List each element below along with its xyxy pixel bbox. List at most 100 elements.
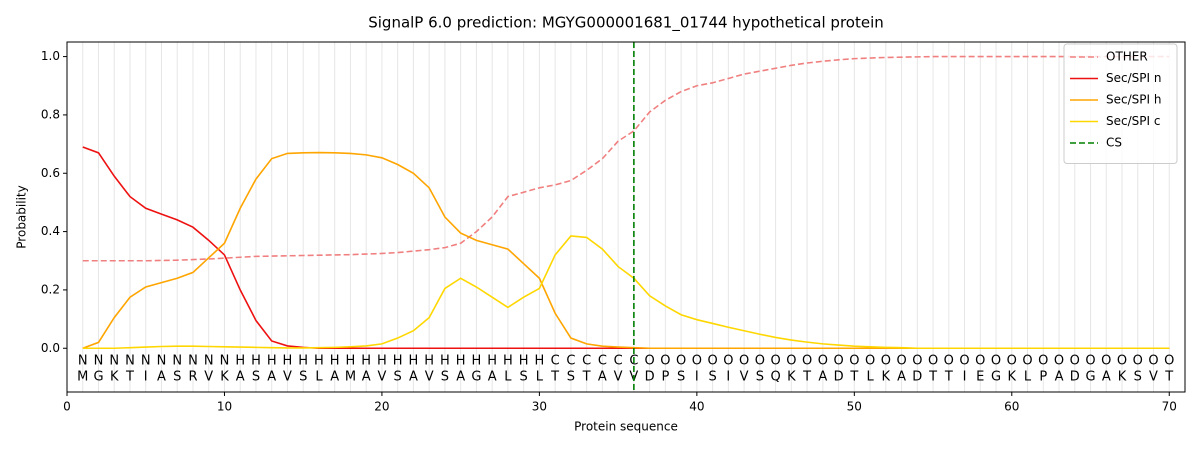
region-label: H [409, 354, 419, 369]
region-label: O [1133, 354, 1143, 369]
region-label: N [172, 354, 182, 369]
residue-label: A [157, 370, 166, 385]
residue-label: D [834, 370, 844, 385]
region-label: O [896, 354, 906, 369]
residue-label: V [614, 370, 623, 385]
region-label: H [424, 354, 434, 369]
region-label: N [125, 354, 135, 369]
y-tick-label: 0.4 [41, 224, 60, 238]
residue-label: L [866, 370, 874, 385]
residue-label: A [267, 370, 276, 385]
residue-label: T [1164, 370, 1173, 385]
region-label: O [1117, 354, 1127, 369]
region-label: H [346, 354, 356, 369]
region-label: O [912, 354, 922, 369]
region-label: O [944, 354, 954, 369]
region-label: O [707, 354, 717, 369]
residue-label: S [394, 370, 402, 385]
region-label: N [78, 354, 88, 369]
residue-label: I [144, 370, 148, 385]
x-axis-label: Protein sequence [574, 420, 678, 434]
region-label: N [109, 354, 119, 369]
axes-frame [66, 41, 1186, 393]
region-label: O [676, 354, 686, 369]
residue-label: G [991, 370, 1001, 385]
region-label: H [298, 354, 308, 369]
legend-label: Sec/SPI c [1106, 114, 1160, 128]
region-label: H [267, 354, 277, 369]
residue-label: E [976, 370, 984, 385]
residue-label: T [802, 370, 811, 385]
residue-label: A [488, 370, 497, 385]
residue-label: I [695, 370, 699, 385]
region-label: N [94, 354, 104, 369]
residue-label: A [409, 370, 418, 385]
residue-label: S [441, 370, 449, 385]
region-label: C [582, 354, 591, 369]
region-label: C [614, 354, 623, 369]
residue-label: A [598, 370, 607, 385]
series-line [82, 146, 1170, 350]
residue-label: S [520, 370, 528, 385]
region-label: O [723, 354, 733, 369]
residue-label: V [740, 370, 749, 385]
region-label: H [330, 354, 340, 369]
legend-label: Sec/SPI h [1106, 93, 1161, 107]
residue-label: V [204, 370, 213, 385]
region-label: H [487, 354, 497, 369]
region-label: O [660, 354, 670, 369]
residue-label: P [661, 370, 669, 385]
residue-label: S [567, 370, 575, 385]
residue-label: A [897, 370, 906, 385]
region-label: H [361, 354, 371, 369]
residue-label: K [110, 370, 119, 385]
region-label: C [566, 354, 575, 369]
region-label: O [881, 354, 891, 369]
region-label: O [1038, 354, 1048, 369]
residue-label: K [1008, 370, 1017, 385]
y-tick-label: 0.2 [41, 282, 60, 296]
region-label: H [535, 354, 545, 369]
residue-label: G [93, 370, 103, 385]
region-label: O [1164, 354, 1174, 369]
region-label: C [598, 354, 607, 369]
region-label: O [692, 354, 702, 369]
region-label: O [833, 354, 843, 369]
residue-label: L [315, 370, 323, 385]
residue-label: D [645, 370, 655, 385]
residue-label: S [1134, 370, 1142, 385]
x-tick-label: 50 [847, 400, 862, 414]
region-label: O [786, 354, 796, 369]
region-label: H [456, 354, 466, 369]
x-tick-label: 10 [217, 400, 232, 414]
region-label: H [503, 354, 513, 369]
x-tick-label: 70 [1162, 400, 1177, 414]
region-label: O [975, 354, 985, 369]
region-label: O [1101, 354, 1111, 369]
y-tick-label: 0.8 [41, 107, 60, 121]
legend-label: CS [1106, 136, 1122, 150]
region-label: N [220, 354, 230, 369]
residue-label: M [345, 370, 356, 385]
residue-label: A [1102, 370, 1111, 385]
region-label: O [959, 354, 969, 369]
region-label: O [818, 354, 828, 369]
y-tick-label: 0.0 [41, 341, 60, 355]
residue-label: G [1085, 370, 1095, 385]
region-label: O [802, 354, 812, 369]
legend: OTHER Sec/SPI n Sec/SPI h Sec/SPI c CS [1063, 43, 1178, 164]
legend-box [1063, 43, 1178, 164]
residue-label: V [283, 370, 292, 385]
region-label: N [141, 354, 151, 369]
residue-label: R [188, 370, 197, 385]
residue-label: S [756, 370, 764, 385]
residue-label: K [882, 370, 891, 385]
region-label: O [739, 354, 749, 369]
region-label: O [1085, 354, 1095, 369]
region-label: H [235, 354, 245, 369]
y-tick-label: 0.6 [41, 166, 60, 180]
residue-label: A [362, 370, 371, 385]
chart-title: SignalP 6.0 prediction: MGYG000001681_01… [368, 14, 884, 33]
residue-label: V [377, 370, 386, 385]
